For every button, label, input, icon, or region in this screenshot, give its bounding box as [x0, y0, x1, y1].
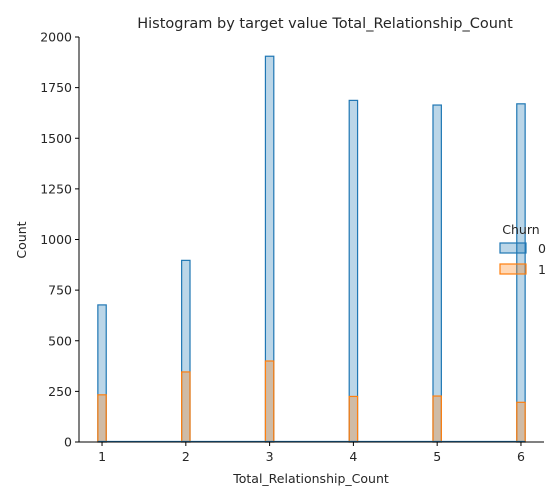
y-tick-label: 1250 [40, 181, 72, 196]
y-tick-label: 1750 [40, 80, 72, 95]
y-tick-label: 0 [64, 435, 72, 450]
legend-swatch-0 [499, 242, 527, 254]
chart-title: Histogram by target value Total_Relation… [137, 16, 513, 32]
legend-label-0: 0 [538, 241, 546, 256]
x-tick-label: 1 [98, 449, 106, 464]
bar-churn-1-x4 [348, 395, 359, 443]
bar-churn-1-x3 [264, 360, 275, 443]
plot-area [78, 37, 544, 443]
legend-label-1: 1 [538, 262, 546, 277]
bar-churn-1-x2 [181, 371, 191, 443]
y-tick-label: 1500 [40, 131, 72, 146]
y-tick-label: 750 [48, 283, 72, 298]
bar-churn-0-x4 [348, 99, 359, 443]
legend-title: Churn [502, 222, 539, 237]
x-tick-label: 6 [517, 449, 525, 464]
y-tick-label: 1000 [40, 232, 72, 247]
y-tick-label: 500 [48, 333, 72, 348]
x-axis-label: Total_Relationship_Count [232, 471, 389, 486]
y-axis-label: Count [14, 221, 29, 258]
bar-churn-1-x1 [97, 394, 107, 443]
x-tick-label: 5 [433, 449, 441, 464]
legend: Churn 0 1 [499, 222, 546, 277]
y-tick-label: 250 [48, 384, 72, 399]
x-axis: 1 2 3 4 5 6 [98, 442, 525, 464]
x-tick-label: 2 [182, 449, 190, 464]
x-tick-label: 4 [349, 449, 357, 464]
x-tick-label: 3 [266, 449, 274, 464]
bar-churn-1-x6 [516, 401, 526, 443]
legend-swatch-1 [499, 263, 527, 275]
y-tick-label: 2000 [40, 30, 72, 45]
bar-churn-0-x5 [432, 104, 442, 443]
y-axis: 0 250 500 750 1000 1250 1500 1750 2000 [40, 30, 79, 450]
bar-churn-1-x5 [432, 395, 442, 443]
